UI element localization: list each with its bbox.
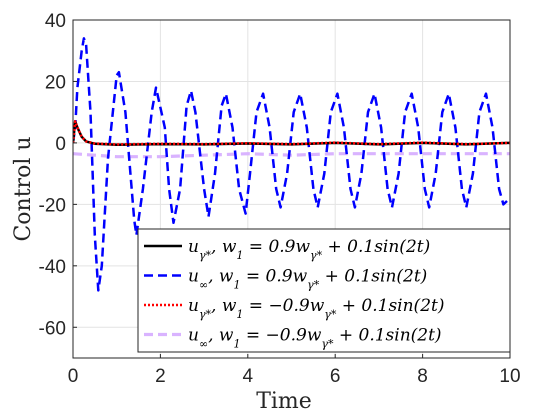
x-axis-label: Time xyxy=(256,389,312,414)
series-line-2 xyxy=(73,37,510,292)
y-tick-label: -40 xyxy=(39,257,66,278)
x-tick-label: 2 xyxy=(155,366,166,387)
y-tick-label: -60 xyxy=(39,318,66,339)
legend-text-part: , w xyxy=(208,326,234,346)
legend-text-part: + 0.1sin(2t) xyxy=(336,296,444,316)
legend-text-part: , w xyxy=(211,296,237,316)
series-line-3 xyxy=(73,120,510,146)
y-tick-label: 20 xyxy=(45,72,66,93)
legend-box xyxy=(137,228,511,353)
legend-text-part: , w xyxy=(211,237,237,257)
x-tick-label: 8 xyxy=(417,366,428,387)
legend-text-part: 1 xyxy=(233,278,240,291)
legend-text-part: = 0.9w xyxy=(240,267,307,287)
x-tick-label: 10 xyxy=(499,366,520,387)
legend-text-part: γ* xyxy=(324,308,337,321)
legend-text-part: 1 xyxy=(236,308,243,321)
plot-frame xyxy=(72,19,511,359)
legend-text-part: + 0.1sin(2t) xyxy=(333,326,441,346)
x-tick-label: 0 xyxy=(68,366,79,387)
legend-text-part: u xyxy=(188,237,199,257)
legend-text-part: = −0.9w xyxy=(243,296,324,316)
legend-entry-4: u∞, w1 = −0.9wγ* + 0.1sin(2t) xyxy=(188,326,442,351)
legend-text-part: γ* xyxy=(307,278,320,291)
legend-text-part: γ* xyxy=(199,308,212,321)
legend-text-part: = −0.9w xyxy=(240,326,321,346)
legend-text-part: + 0.1sin(2t) xyxy=(322,237,430,257)
legend-text-part: ∞ xyxy=(199,337,208,350)
legend-entry-2: u∞, w1 = 0.9wγ* + 0.1sin(2t) xyxy=(188,267,427,292)
y-axis-label: Control u xyxy=(11,136,36,241)
legend-text-part: = 0.9w xyxy=(243,237,310,257)
legend-text-part: ∞ xyxy=(199,278,208,291)
legend-text-part: γ* xyxy=(310,249,323,262)
y-tick-label: 40 xyxy=(45,11,66,32)
x-tick-label: 6 xyxy=(330,366,341,387)
y-tick-label: 0 xyxy=(55,134,66,155)
legend-text-part: γ* xyxy=(321,337,334,350)
legend-entry-1: uγ*, w1 = 0.9wγ* + 0.1sin(2t) xyxy=(188,237,430,262)
legend-text-part: 1 xyxy=(236,249,243,262)
x-tick-label: 4 xyxy=(243,366,254,387)
series-line-4 xyxy=(73,152,510,159)
legend-text-part: 1 xyxy=(233,337,240,350)
legend-entry-3: uγ*, w1 = −0.9wγ* + 0.1sin(2t) xyxy=(188,296,444,321)
legend-text-part: + 0.1sin(2t) xyxy=(319,267,427,287)
legend-text-part: u xyxy=(188,326,199,346)
legend-text-part: u xyxy=(188,296,199,316)
legend-text-part: u xyxy=(188,267,199,287)
legend-text-part: γ* xyxy=(199,249,212,262)
legend: uγ*, w1 = 0.9wγ* + 0.1sin(2t)u∞, w1 = 0.… xyxy=(137,228,511,353)
legend-text-part: , w xyxy=(208,267,234,287)
y-tick-label: -20 xyxy=(39,195,66,216)
